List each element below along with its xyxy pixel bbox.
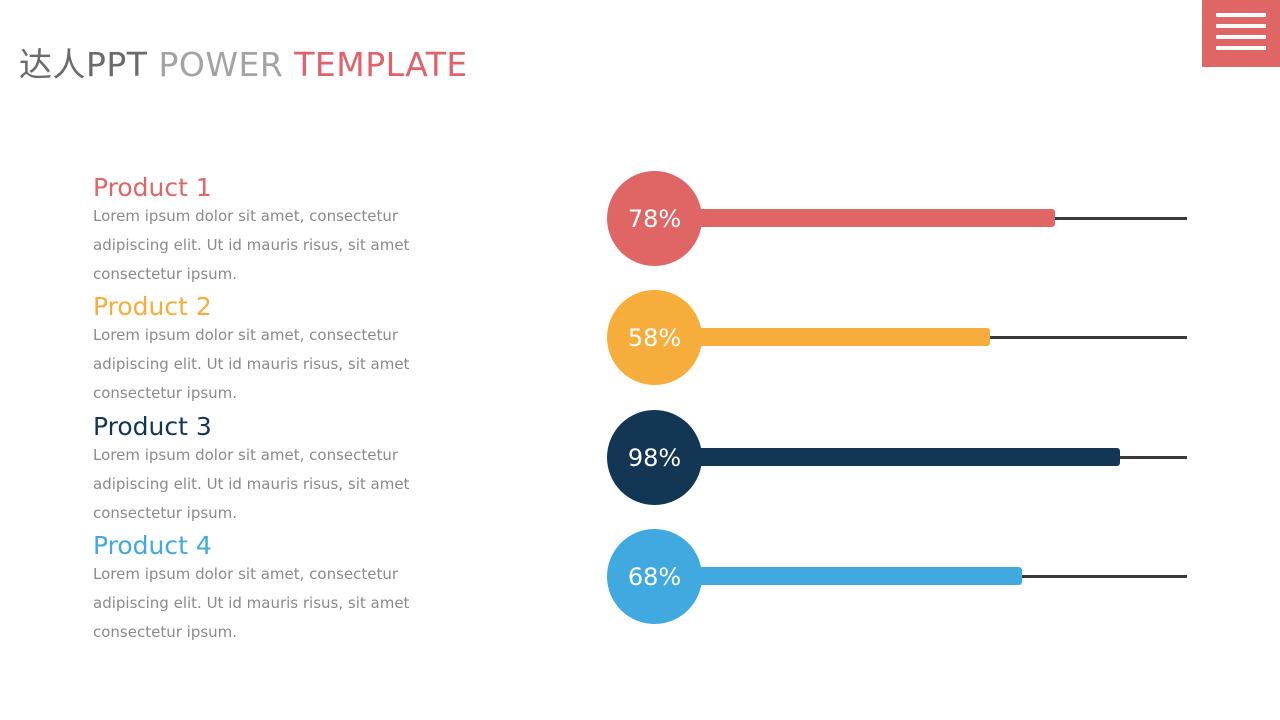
product-description: Lorem ipsum dolor sit amet, consectetur … xyxy=(93,207,410,283)
value-badge: 68% xyxy=(607,529,702,624)
product-item: Product 3 Lorem ipsum dolor sit amet, con… xyxy=(93,412,438,528)
page-title: 达人PPT POWER TEMPLATE xyxy=(19,38,468,86)
title-part-template: TEMPLATE xyxy=(294,45,468,84)
product-item: Product 4 Lorem ipsum dolor sit amet, con… xyxy=(93,531,438,647)
product-name: Product 2 xyxy=(93,292,212,321)
value-label: 58% xyxy=(627,323,682,352)
value-label: 68% xyxy=(627,562,682,591)
product-name: Product 1 xyxy=(93,173,212,202)
title-part-brand: 达人PPT xyxy=(19,45,148,84)
value-label: 78% xyxy=(627,204,682,233)
product-item: Product 2 Lorem ipsum dolor sit amet, con… xyxy=(93,292,438,408)
product-name: Product 4 xyxy=(93,531,212,560)
product-description: Lorem ipsum dolor sit amet, consectetur … xyxy=(93,326,410,402)
progress-bar xyxy=(654,448,1120,466)
progress-bar xyxy=(654,209,1055,227)
progress-bar xyxy=(654,567,1022,585)
value-label: 98% xyxy=(627,443,682,472)
product-name: Product 3 xyxy=(93,412,212,441)
value-badge: 58% xyxy=(607,290,702,385)
product-description: Lorem ipsum dolor sit amet, consectetur … xyxy=(93,446,410,522)
product-item: Product 1 Lorem ipsum dolor sit amet, con… xyxy=(93,173,438,289)
value-badge: 98% xyxy=(607,410,702,505)
value-badge: 78% xyxy=(607,171,702,266)
progress-bar xyxy=(654,328,990,346)
menu-button[interactable] xyxy=(1202,0,1280,67)
title-part-power: POWER xyxy=(147,45,295,84)
product-description: Lorem ipsum dolor sit amet, consectetur … xyxy=(93,565,410,641)
